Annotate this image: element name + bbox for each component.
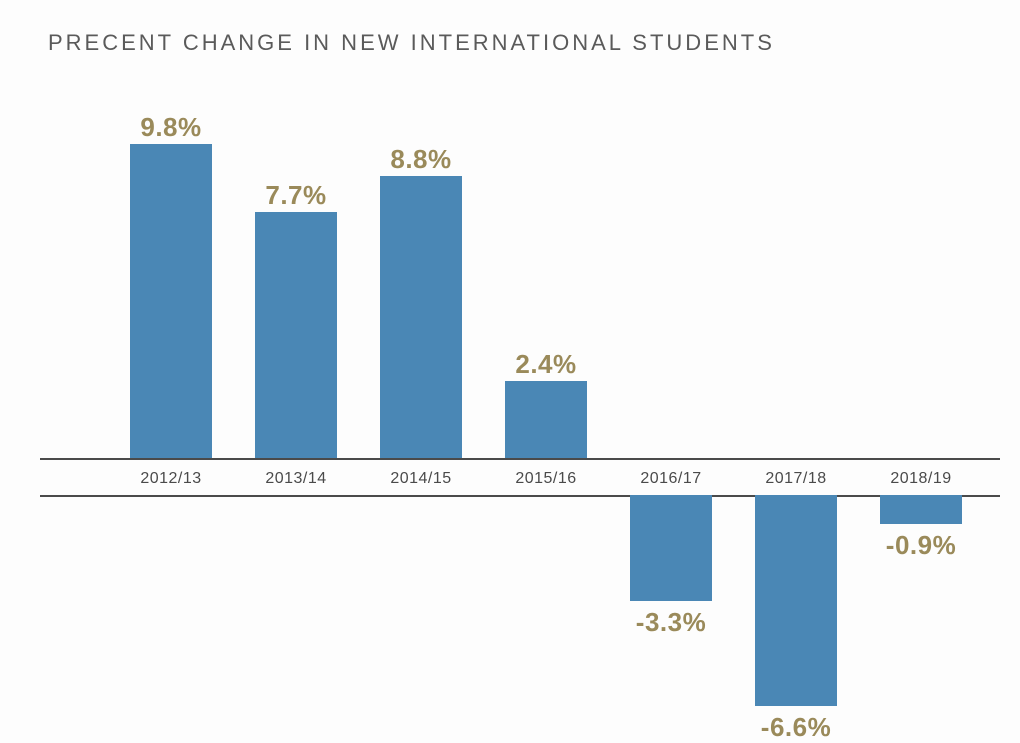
bar-value-label: 7.7% — [241, 180, 351, 211]
second-axis-line — [40, 495, 1000, 497]
bar — [755, 495, 837, 706]
category-label: 2018/19 — [866, 470, 976, 488]
bar — [630, 495, 712, 601]
chart-title: PRECENT CHANGE IN NEW INTERNATIONAL STUD… — [48, 30, 775, 56]
category-label: 2012/13 — [116, 470, 226, 488]
bar — [505, 381, 587, 458]
category-label: 2015/16 — [491, 470, 601, 488]
category-label: 2013/14 — [241, 470, 351, 488]
bar-value-label: -6.6% — [741, 712, 851, 743]
bar-value-label: -3.3% — [616, 607, 726, 638]
chart-area: 9.8% 2012/13 7.7% 2013/14 8.8% 2014/15 2.4% 201… — [100, 100, 980, 640]
bar-value-label: -0.9% — [866, 530, 976, 561]
bar — [130, 144, 212, 458]
category-label: 2017/18 — [741, 470, 851, 488]
baseline-axis — [40, 458, 1000, 460]
bar — [880, 495, 962, 524]
bar-value-label: 8.8% — [366, 144, 476, 175]
bar — [380, 176, 462, 458]
category-label: 2016/17 — [616, 470, 726, 488]
bar-value-label: 2.4% — [491, 349, 601, 380]
bar — [255, 212, 337, 458]
category-label: 2014/15 — [366, 470, 476, 488]
bar-value-label: 9.8% — [116, 112, 226, 143]
